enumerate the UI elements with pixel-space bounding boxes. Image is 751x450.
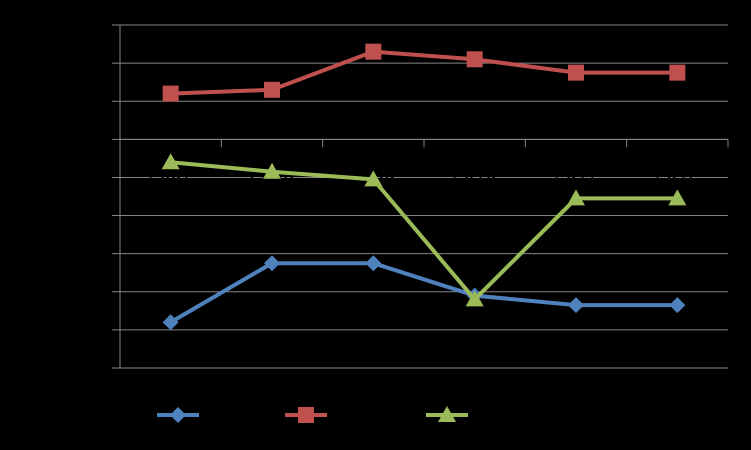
data-point	[264, 81, 280, 98]
series-line	[170, 160, 678, 302]
category-label: 2010	[452, 162, 497, 184]
data-point	[162, 314, 179, 331]
category-label: 2011	[554, 162, 597, 184]
legend	[157, 406, 468, 423]
data-point	[170, 407, 186, 423]
data-point	[668, 189, 687, 206]
plot-area	[161, 43, 687, 331]
data-point	[365, 255, 382, 272]
category-label: 2007	[148, 162, 193, 184]
data-point	[568, 297, 584, 314]
data-point	[365, 43, 382, 60]
series	[161, 153, 687, 307]
data-point	[669, 64, 686, 81]
data-point	[567, 189, 585, 206]
data-point	[669, 297, 686, 314]
data-point	[264, 255, 280, 272]
data-point	[466, 51, 483, 68]
legend-item	[426, 406, 468, 422]
category-label: 2012	[655, 162, 700, 184]
series	[162, 43, 686, 102]
category-labels: 200720082009201020112012	[148, 162, 699, 184]
data-point	[161, 153, 180, 170]
data-point	[465, 290, 484, 307]
data-point	[298, 407, 314, 423]
data-point	[364, 170, 383, 187]
data-point	[263, 162, 281, 179]
data-point	[568, 64, 584, 81]
legend-item	[285, 407, 327, 423]
series-line	[170, 49, 678, 96]
axes	[119, 25, 729, 368]
legend-item	[157, 407, 199, 423]
data-point	[162, 85, 179, 102]
series	[162, 255, 686, 331]
data-point	[438, 406, 456, 422]
series-line	[169, 261, 678, 324]
